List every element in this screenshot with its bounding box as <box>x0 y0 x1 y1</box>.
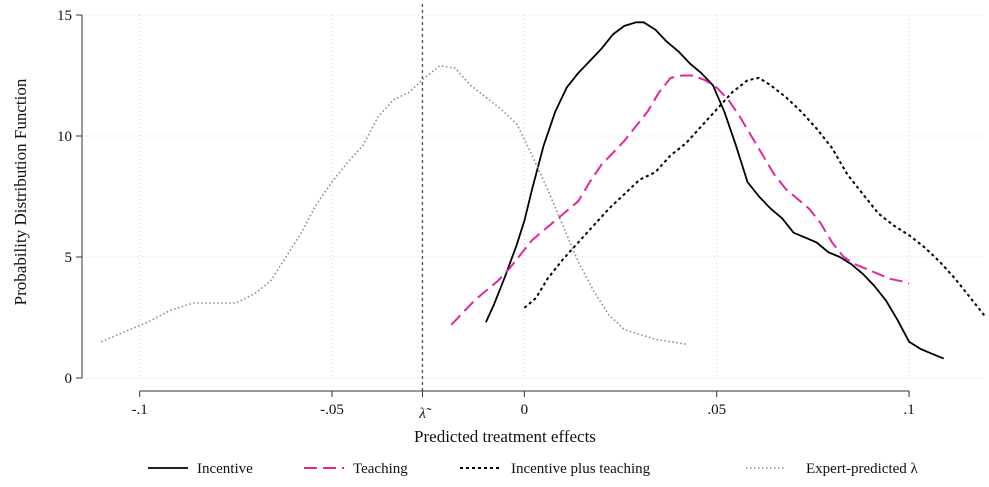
reference-line-group: λ̃ <box>418 4 432 422</box>
y-tick-label-3: 15 <box>57 8 72 24</box>
legend-label-2: Incentive plus teaching <box>511 461 651 477</box>
series-line-3 <box>100 65 687 345</box>
tick-labels: 0 5 10 15 -.1 -.05 0 .05 .1 <box>57 8 915 418</box>
series-line-2 <box>523 76 987 319</box>
x-tick-label-4: .1 <box>903 402 914 418</box>
y-tick-label-1: 5 <box>65 250 73 266</box>
legend-label-3: Expert-predicted λ <box>806 461 919 477</box>
y-tick-label-0: 0 <box>65 371 73 387</box>
y-tick-label-2: 10 <box>57 129 72 145</box>
series-line-0 <box>485 21 945 360</box>
x-tick-label-3: .05 <box>707 402 726 418</box>
legend-label-0: Incentive <box>197 461 253 477</box>
legend: Incentive Teaching Incentive plus teaching… <box>148 461 919 477</box>
legend-label-1: Teaching <box>353 461 408 477</box>
series-line-1 <box>450 74 910 326</box>
x-tick-label-1: -.05 <box>320 402 344 418</box>
series-lines <box>100 21 987 360</box>
x-tick-label-0: -.1 <box>132 402 148 418</box>
grid-lines <box>82 14 986 379</box>
x-tick-label-2: 0 <box>521 402 529 418</box>
x-axis-title: Predicted treatment effects <box>414 427 596 446</box>
y-axis-title: Probability Distribution Function <box>11 78 30 305</box>
axes <box>76 14 910 397</box>
lambda-tilde-label: λ̃ <box>418 406 431 422</box>
